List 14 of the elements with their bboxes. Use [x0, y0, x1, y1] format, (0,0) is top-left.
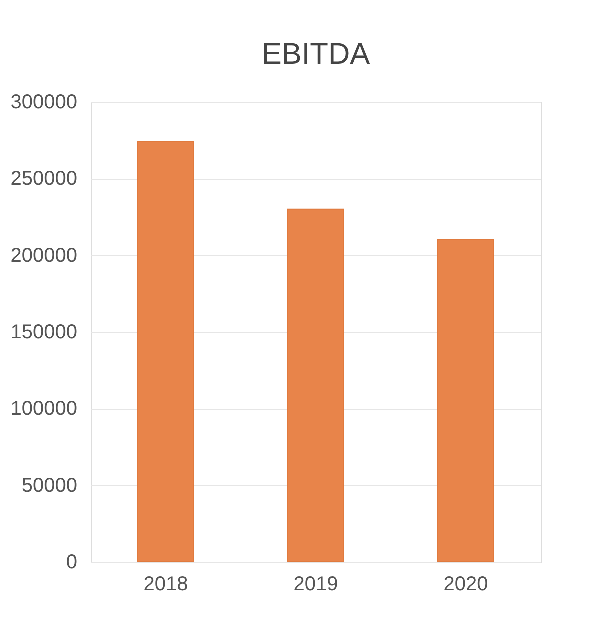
x-tick-label: 2019: [294, 574, 338, 596]
bar: [138, 141, 194, 562]
x-tick-label: 2020: [444, 574, 488, 596]
y-tick-label: 100000: [10, 398, 78, 420]
y-tick-label: 250000: [10, 168, 78, 190]
chart-title: EBITDA: [262, 38, 370, 71]
bar: [438, 240, 494, 562]
y-tick-label: 200000: [10, 244, 78, 267]
x-tick-label: 2018: [144, 574, 188, 596]
y-tick-label: 0: [66, 552, 78, 574]
bar: [288, 208, 344, 562]
y-tick-label: 150000: [10, 322, 78, 344]
y-tick-label: 300000: [10, 92, 78, 114]
y-tick-label: 50000: [22, 474, 78, 497]
